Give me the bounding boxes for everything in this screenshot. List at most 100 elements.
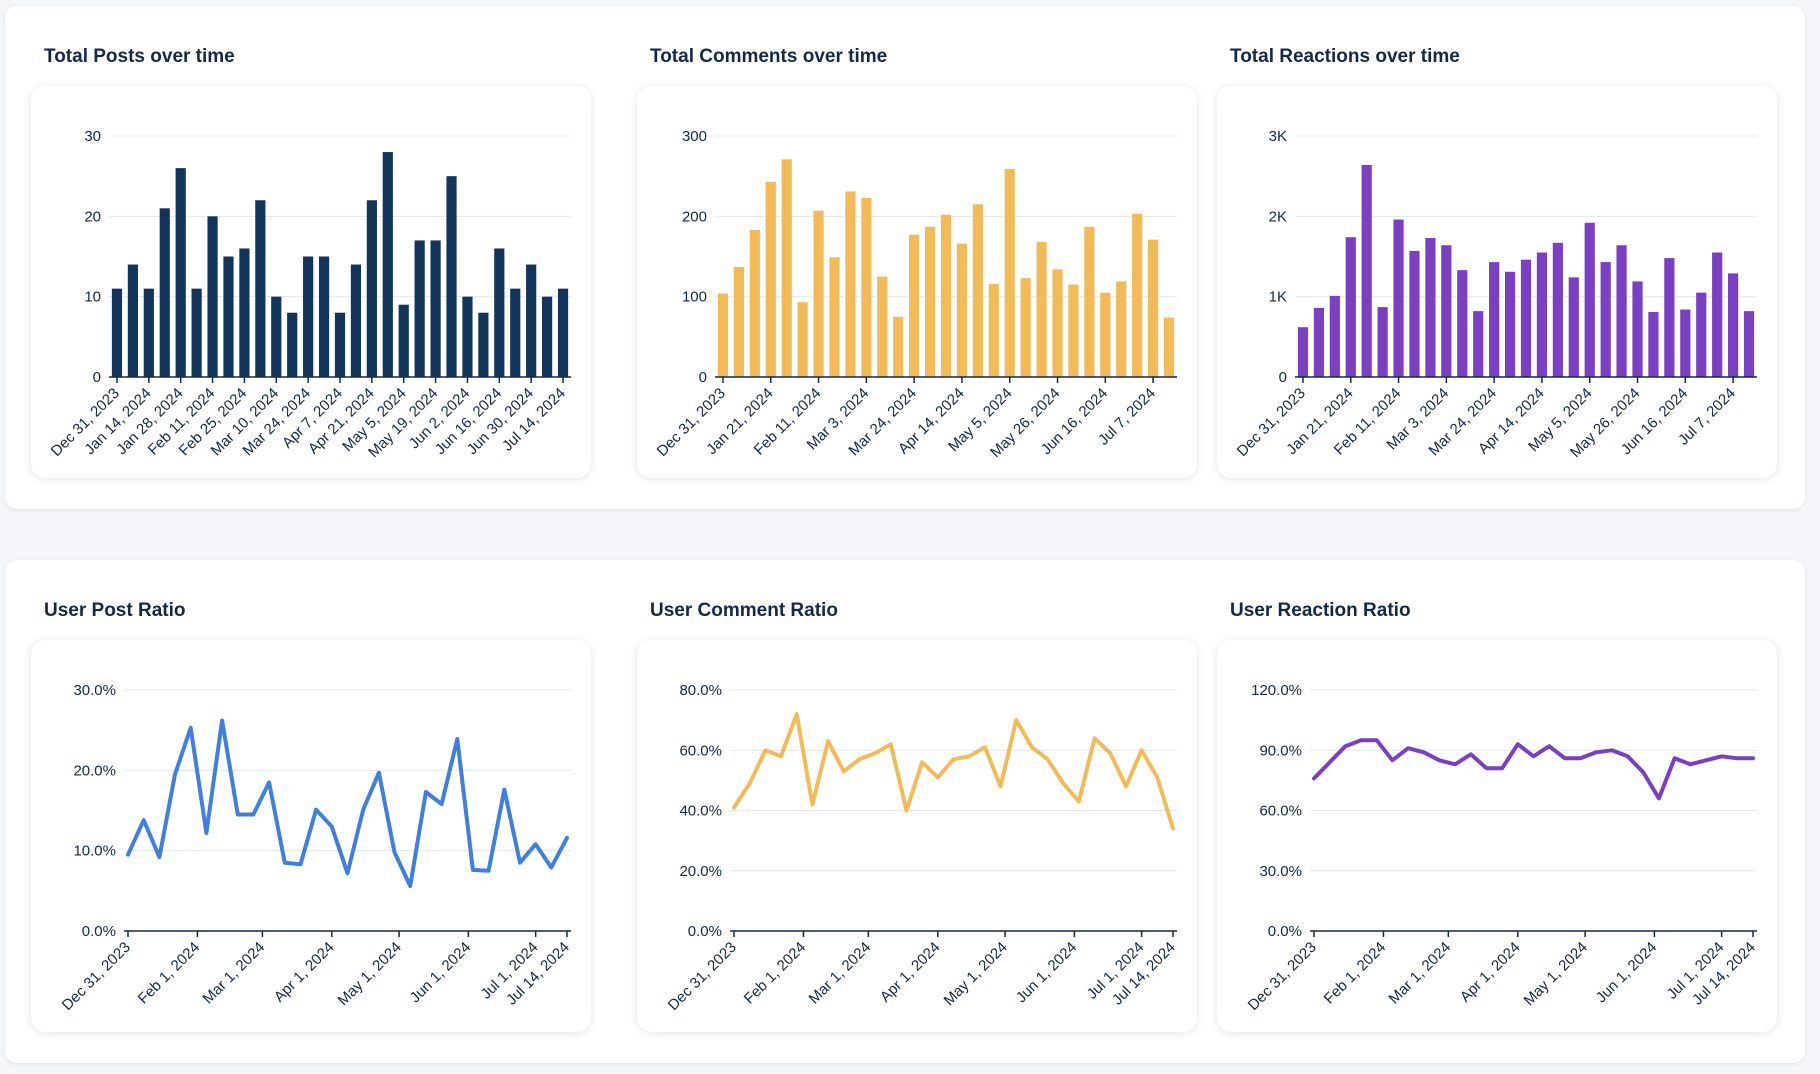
bar-17 <box>988 283 999 377</box>
bar-14 <box>940 214 952 377</box>
chart-title-total-reactions: Total Reactions over time <box>1230 46 1460 67</box>
y-tick-label-120-0: 120.0% <box>1251 682 1302 699</box>
x-tick-label-jun-1-2024: Jun 1, 2024 <box>407 939 474 1006</box>
bar-21 <box>446 176 457 377</box>
bar-11 <box>287 312 298 377</box>
y-tick-label-200: 200 <box>682 208 707 225</box>
bar-18 <box>1004 168 1015 377</box>
y-tick-label-0-0: 0.0% <box>1268 923 1302 940</box>
bar-11 <box>893 316 904 377</box>
chart-card-user-comment-ratio: 0.0% 20.0% 40.0% 60.0% 80.0% Dec 31, 2023 Feb … <box>637 640 1197 1032</box>
x-tick-label-jun-1-2024: Jun 1, 2024 <box>1593 939 1660 1006</box>
y-tick-label-10-0: 10.0% <box>73 843 116 860</box>
y-tick-label-20-0: 20.0% <box>73 762 116 779</box>
chart-title-user-reaction-ratio: User Reaction Ratio <box>1230 600 1411 621</box>
y-tick-label-300: 300 <box>682 128 707 145</box>
bar-9 <box>1441 245 1452 377</box>
bar-3 <box>159 208 170 377</box>
chart-card-total-posts: 0 10 20 30 Dec 31, 2023 Jan 14, 2024 Jan 28, 2… <box>31 86 591 478</box>
y-tick-label-0-0: 0.0% <box>82 923 116 940</box>
bar-20 <box>430 240 441 377</box>
x-tick-label-may-1-2024: May 1, 2024 <box>941 939 1011 1009</box>
bar-8 <box>845 191 856 377</box>
bar-26 <box>1132 213 1143 377</box>
x-tick-label-apr-1-2024: Apr 1, 2024 <box>271 939 338 1006</box>
x-tick-label-dec-31-2023: Dec 31, 2023 <box>59 939 134 1014</box>
bar-24 <box>1680 309 1691 377</box>
bar-19 <box>414 240 425 377</box>
bar-15 <box>1536 252 1548 377</box>
bar-15 <box>956 243 968 377</box>
bar-23 <box>478 312 489 377</box>
x-tick-label-mar-1-2024: Mar 1, 2024 <box>200 939 269 1008</box>
x-tick-label-may-1-2024: May 1, 2024 <box>1521 939 1591 1009</box>
bar-26 <box>1712 252 1723 377</box>
bar-22 <box>462 296 473 377</box>
bar-24 <box>494 248 505 377</box>
bar-20 <box>1036 242 1047 377</box>
bar-6 <box>207 216 218 377</box>
x-tick-label-dec-31-2023: Dec 31, 2023 <box>665 939 740 1014</box>
y-tick-label-80-0: 80.0% <box>679 682 722 699</box>
y-tick-label-0: 0 <box>1279 369 1287 386</box>
bar-12 <box>303 256 314 377</box>
y-tick-label-2k: 2K <box>1269 208 1287 225</box>
bar-1 <box>733 266 744 377</box>
y-tick-label-40-0: 40.0% <box>679 803 722 820</box>
x-tick-label-apr-1-2024: Apr 1, 2024 <box>877 939 944 1006</box>
bar-2 <box>143 288 154 377</box>
chart-card-total-comments: 0 100 200 300 Dec 31, 2023 Jan 21, 2024 Feb 11… <box>637 86 1197 478</box>
bar-17 <box>1568 277 1579 377</box>
bar-16 <box>366 200 377 377</box>
chart-title-total-posts: Total Posts over time <box>44 46 235 67</box>
bar-0 <box>1297 327 1309 377</box>
bar-14 <box>334 312 346 377</box>
bar-9 <box>255 200 266 377</box>
bar-8 <box>1425 238 1436 377</box>
x-tick-label-mar-1-2024: Mar 1, 2024 <box>1386 939 1455 1008</box>
bar-10 <box>271 296 282 377</box>
bar-27 <box>1148 239 1159 377</box>
bar-4 <box>1361 164 1372 377</box>
y-tick-label-30-0: 30.0% <box>73 682 116 699</box>
x-tick-label-may-1-2024: May 1, 2024 <box>335 939 405 1009</box>
bar-18 <box>398 304 409 377</box>
y-tick-label-0-0: 0.0% <box>688 923 722 940</box>
bar-17 <box>382 152 393 377</box>
top-panel: Total Posts over time Total Comments ove… <box>5 6 1805 509</box>
y-tick-label-30: 30 <box>84 128 101 145</box>
bar-23 <box>1664 258 1675 377</box>
bar-8 <box>239 248 250 377</box>
bar-24 <box>1100 292 1111 377</box>
bar-19 <box>1020 278 1031 377</box>
bar-12 <box>1489 262 1500 377</box>
bar-9 <box>861 197 872 377</box>
y-tick-label-0: 0 <box>93 369 101 386</box>
bottom-panel: User Post Ratio User Comment Ratio User … <box>5 560 1805 1063</box>
chart-user-comment-ratio: 0.0% 20.0% 40.0% 60.0% 80.0% Dec 31, 2023 Feb … <box>665 682 1179 1014</box>
bar-7 <box>223 256 234 377</box>
bar-10 <box>877 276 888 377</box>
y-tick-label-3k: 3K <box>1269 128 1287 145</box>
bar-20 <box>1616 245 1627 377</box>
bar-6 <box>1393 219 1404 377</box>
bar-13 <box>924 226 936 377</box>
bar-5 <box>1377 307 1388 377</box>
bar-23 <box>1084 226 1095 377</box>
bar-2 <box>1329 295 1340 377</box>
series-line <box>126 718 569 888</box>
y-tick-label-10: 10 <box>84 289 101 306</box>
y-tick-label-0: 0 <box>699 369 707 386</box>
bar-13 <box>318 256 330 377</box>
chart-card-user-reaction-ratio: 0.0% 30.0% 60.0% 90.0% 120.0% Dec 31, 2023 Feb… <box>1217 640 1777 1032</box>
bar-28 <box>557 288 569 377</box>
bar-27 <box>542 296 553 377</box>
bar-2 <box>749 229 760 377</box>
bar-13 <box>1504 271 1516 377</box>
bar-5 <box>797 302 808 377</box>
bar-11 <box>1473 311 1484 377</box>
chart-card-user-post-ratio: 0.0% 10.0% 20.0% 30.0% Dec 31, 2023 Feb 1, 20… <box>31 640 591 1032</box>
chart-title-user-comment-ratio: User Comment Ratio <box>650 600 838 621</box>
